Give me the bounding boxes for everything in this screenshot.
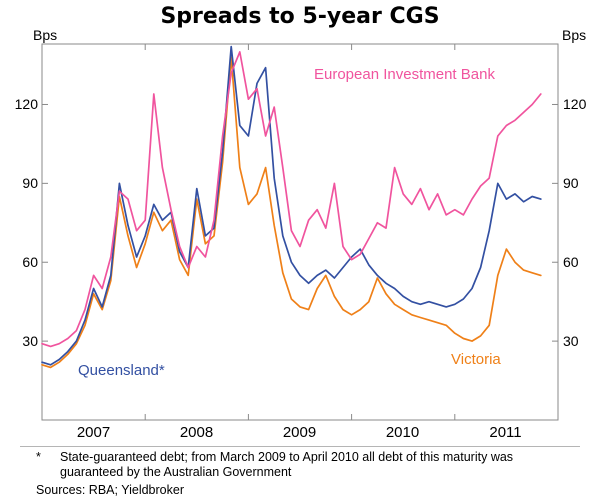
footnote-marker: * (36, 450, 41, 464)
x-tick-2008: 2008 (179, 424, 214, 441)
y-axis-unit-left: Bps (33, 27, 58, 43)
footnote-line1: State-guaranteed debt; from March 2009 t… (60, 450, 440, 464)
x-tick-2009: 2009 (282, 424, 317, 441)
y-tick-left-30: 30 (22, 333, 38, 349)
y-tick-left-60: 60 (22, 254, 38, 270)
chart-title: Spreads to 5-year CGS (160, 4, 440, 29)
footnote-line2: maturity was guaranteed by the Australia… (60, 450, 514, 479)
x-tick-2010: 2010 (385, 424, 420, 441)
y-axis-unit-right: Bps (562, 27, 587, 43)
x-tick-2011: 2011 (489, 424, 522, 441)
y-tick-right-120: 120 (563, 96, 587, 112)
footnote-divider (20, 446, 580, 447)
line-european-investment-bank (41, 51, 542, 348)
y-tick-left-90: 90 (22, 175, 38, 191)
series-label-victoria: Victoria (451, 351, 501, 368)
line-victoria (41, 56, 542, 369)
series-label-queensland: Queensland* (78, 362, 165, 379)
y-tick-right-60: 60 (563, 254, 579, 270)
axis-tick-marks (42, 44, 558, 420)
footnote: * State-guaranteed debt; from March 2009… (36, 450, 576, 480)
plot-frame (41, 43, 559, 421)
series-lines (41, 45, 542, 369)
y-tick-left-120: 120 (14, 96, 38, 112)
series-label-european-investment-bank: European Investment Bank (314, 66, 495, 83)
line-queensland- (41, 45, 542, 366)
y-tick-right-90: 90 (563, 175, 579, 191)
sources-line: Sources: RBA; Yieldbroker (36, 483, 184, 497)
x-tick-2007: 2007 (76, 424, 111, 441)
y-tick-right-30: 30 (563, 333, 579, 349)
